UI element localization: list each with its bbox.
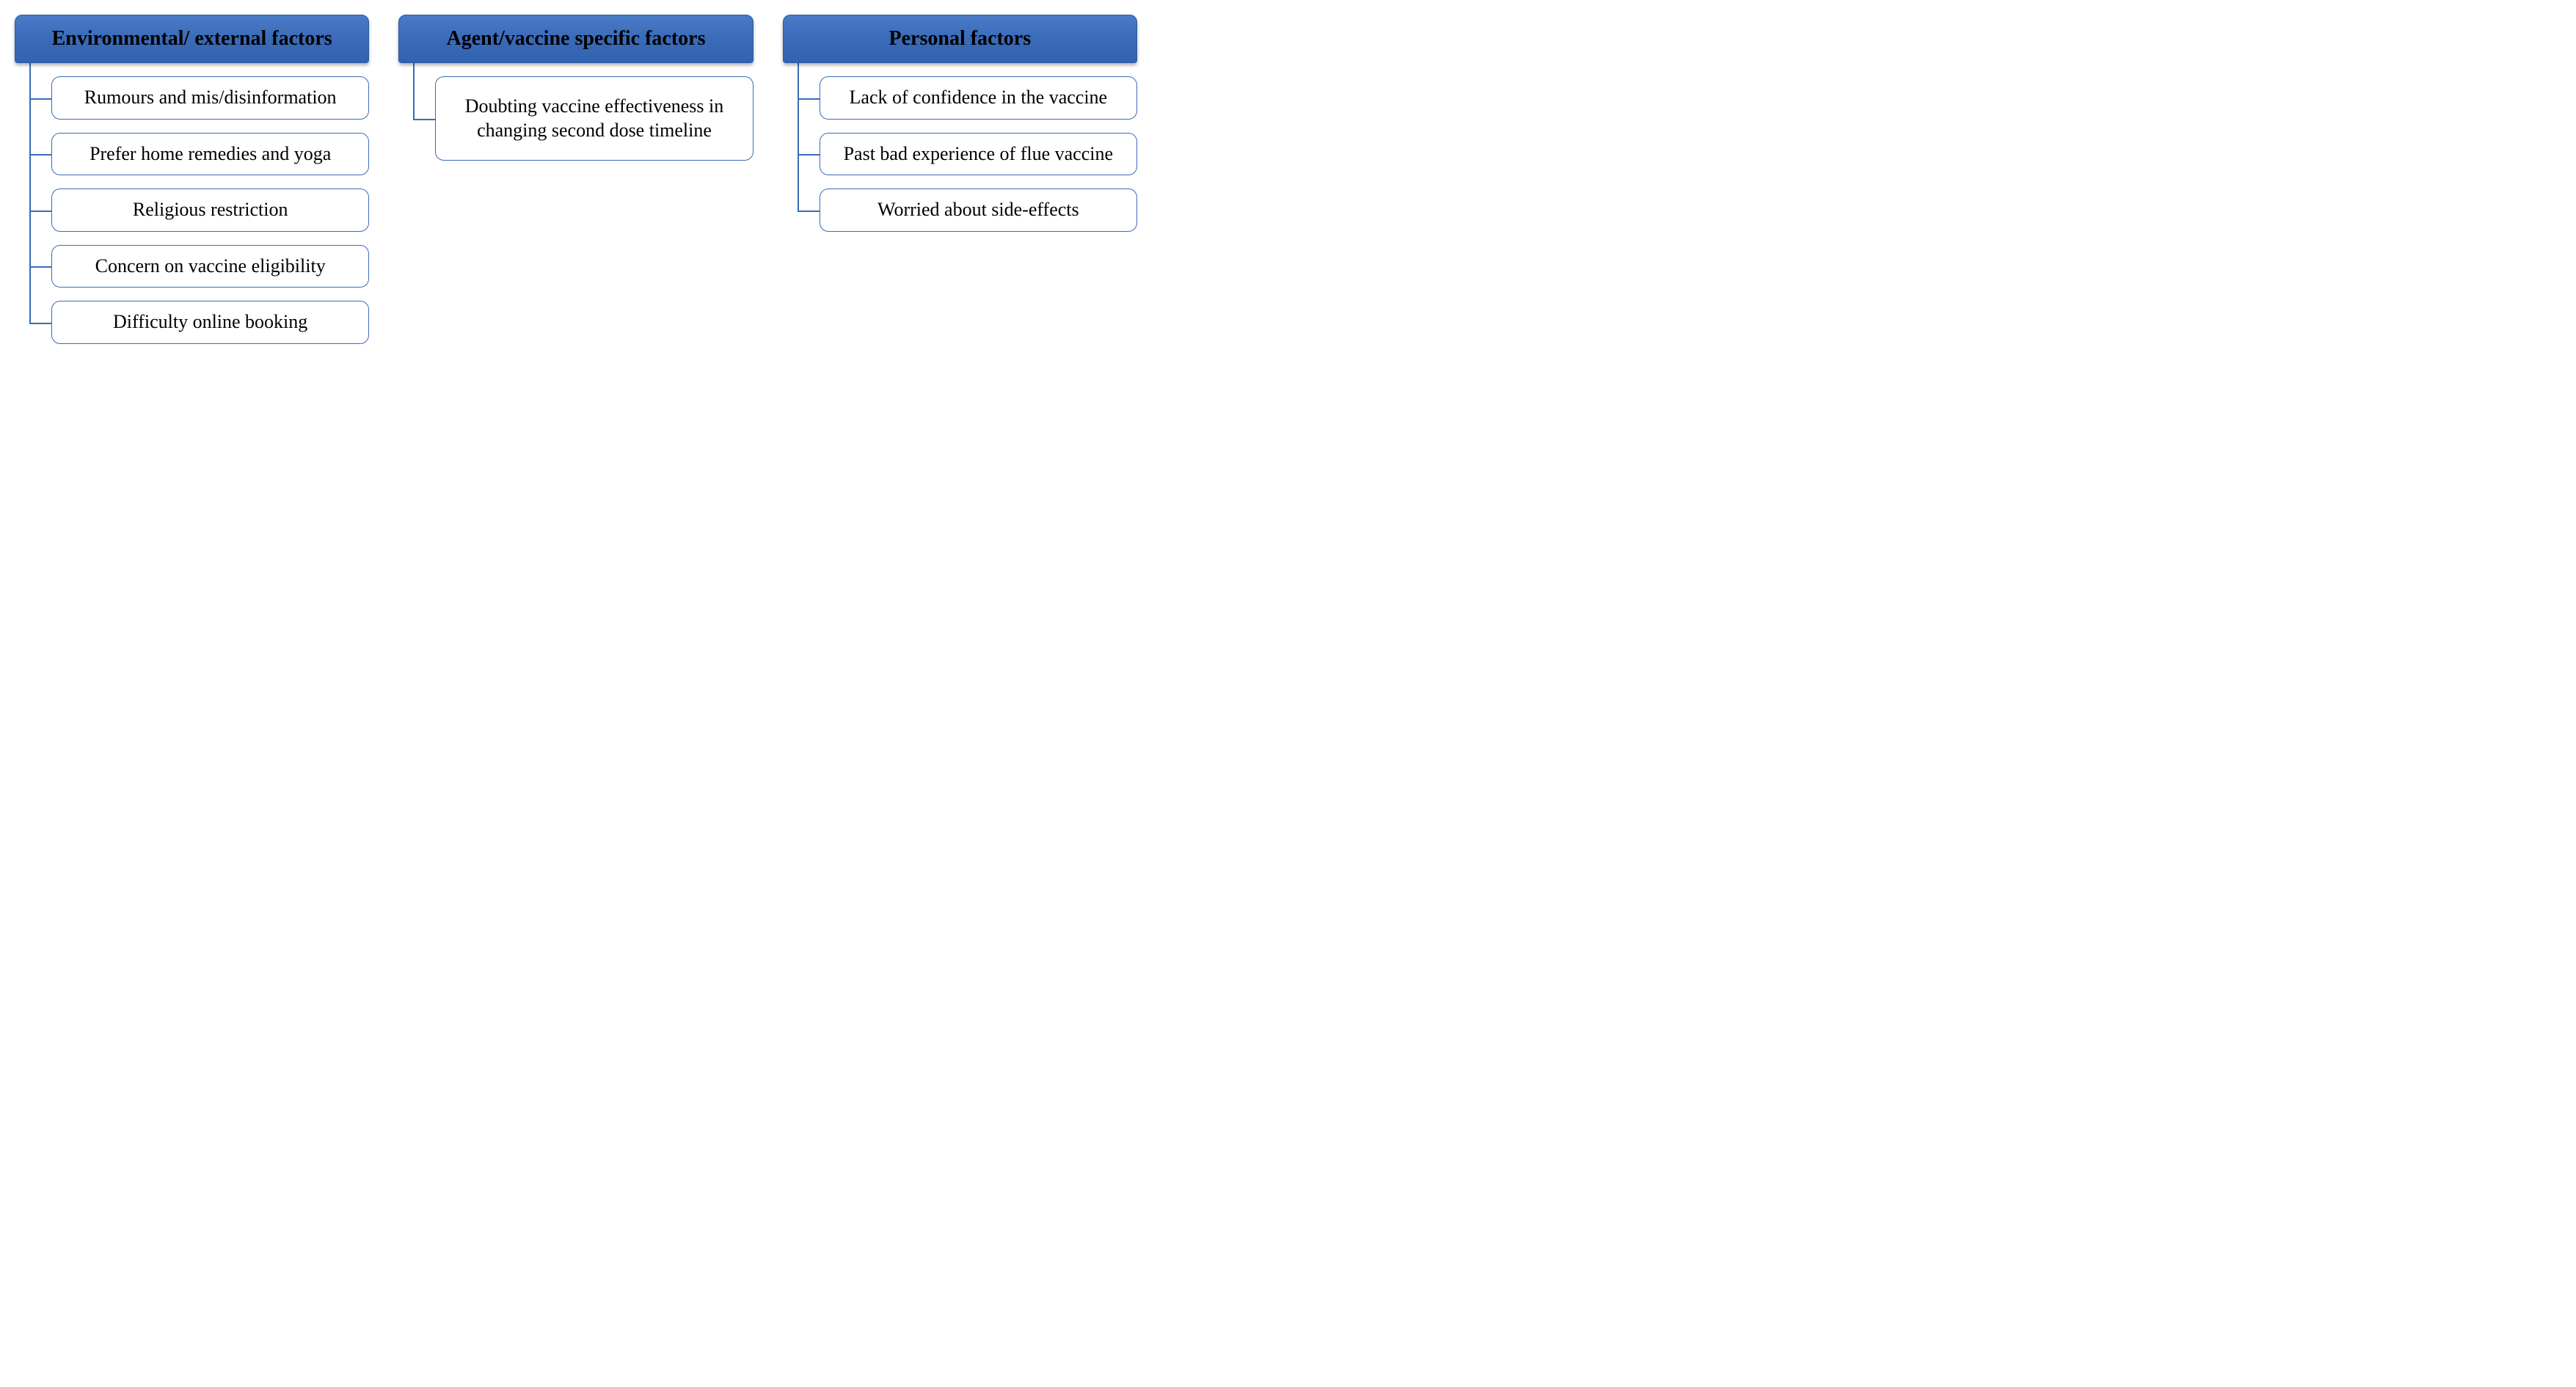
item-box: Doubting vaccine effectiveness in changi… bbox=[435, 76, 753, 161]
list-item: Religious restriction bbox=[51, 189, 369, 232]
column-agent: Agent/vaccine specific factors Doubting … bbox=[398, 15, 753, 161]
connector-branch bbox=[29, 323, 51, 324]
connector-trunk bbox=[413, 63, 415, 119]
header-environmental: Environmental/ external factors bbox=[15, 15, 369, 63]
list-item: Worried about side-effects bbox=[820, 189, 1137, 232]
factors-diagram: Environmental/ external factors Rumours … bbox=[15, 15, 1137, 344]
list-item: Difficulty online booking bbox=[51, 301, 369, 344]
item-box: Concern on vaccine eligibility bbox=[51, 245, 369, 288]
item-box: Religious restriction bbox=[51, 189, 369, 232]
list-item: Doubting vaccine effectiveness in changi… bbox=[435, 76, 753, 161]
connector-branch bbox=[798, 98, 820, 100]
item-box: Prefer home remedies and yoga bbox=[51, 133, 369, 176]
connector-branch bbox=[29, 98, 51, 100]
list-item: Lack of confidence in the vaccine bbox=[820, 76, 1137, 120]
column-environmental: Environmental/ external factors Rumours … bbox=[15, 15, 369, 344]
header-agent: Agent/vaccine specific factors bbox=[398, 15, 753, 63]
connector-branch bbox=[798, 154, 820, 155]
connector-branch bbox=[29, 266, 51, 268]
items-agent: Doubting vaccine effectiveness in changi… bbox=[398, 63, 753, 161]
items-environmental: Rumours and mis/disinformation Prefer ho… bbox=[15, 63, 369, 344]
item-box: Difficulty online booking bbox=[51, 301, 369, 344]
list-item: Past bad experience of flue vaccine bbox=[820, 133, 1137, 176]
header-personal: Personal factors bbox=[783, 15, 1137, 63]
connector-branch bbox=[29, 154, 51, 155]
list-item: Prefer home remedies and yoga bbox=[51, 133, 369, 176]
item-box: Past bad experience of flue vaccine bbox=[820, 133, 1137, 176]
item-box: Lack of confidence in the vaccine bbox=[820, 76, 1137, 120]
list-item: Rumours and mis/disinformation bbox=[51, 76, 369, 120]
items-personal: Lack of confidence in the vaccine Past b… bbox=[783, 63, 1137, 232]
connector-branch bbox=[29, 211, 51, 212]
connector-trunk bbox=[798, 63, 799, 211]
connector-trunk bbox=[29, 63, 31, 323]
list-item: Concern on vaccine eligibility bbox=[51, 245, 369, 288]
item-box: Rumours and mis/disinformation bbox=[51, 76, 369, 120]
column-personal: Personal factors Lack of confidence in t… bbox=[783, 15, 1137, 232]
connector-branch bbox=[413, 119, 435, 120]
item-box: Worried about side-effects bbox=[820, 189, 1137, 232]
connector-branch bbox=[798, 211, 820, 212]
